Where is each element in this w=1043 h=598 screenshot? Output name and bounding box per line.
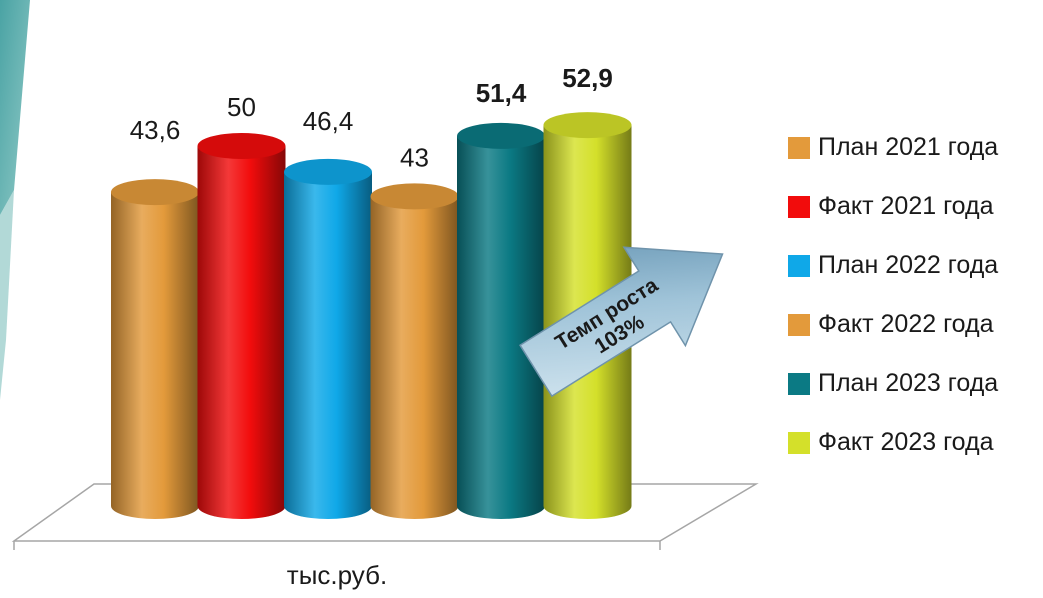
legend-swatch: [788, 431, 810, 454]
bar-3: [284, 158, 372, 520]
legend-swatch: [788, 313, 810, 336]
legend-item-6: Факт 2023 года: [788, 413, 998, 472]
legend-label: План 2021 года: [818, 133, 999, 161]
bar-top-6: [543, 112, 632, 139]
data-label-4: 43: [400, 142, 429, 172]
bar-4: [370, 183, 459, 519]
bar-top-5: [457, 122, 545, 149]
data-labels: 43,6 50 46,4 43 51,4 52,9: [130, 63, 613, 172]
bar-top-3: [284, 158, 372, 185]
legend-item-1: План 2021 года: [788, 118, 998, 177]
bar-body-1: [111, 192, 199, 519]
bars: [111, 112, 632, 520]
legend-swatch: [788, 254, 810, 277]
legend-label: План 2023 года: [818, 369, 999, 397]
legend-swatch: [788, 136, 810, 159]
data-label-6: 52,9: [562, 63, 613, 93]
legend-swatch: [788, 372, 810, 395]
bar-body-2: [197, 146, 286, 519]
data-label-2: 50: [227, 92, 256, 122]
x-axis-label: тыс.руб.: [287, 560, 387, 590]
bar-body-5: [457, 135, 545, 520]
bar-top-2: [197, 133, 286, 159]
slide-accent-2: [0, 190, 14, 400]
legend-item-5: План 2023 года: [788, 354, 998, 413]
slide-accent: [0, 0, 30, 215]
legend-item-4: Факт 2022 года: [788, 295, 998, 354]
legend-swatch: [788, 195, 810, 218]
bar-1: [111, 179, 199, 519]
data-label-5: 51,4: [476, 78, 527, 108]
legend-item-2: Факт 2021 года: [788, 177, 998, 236]
legend-label: Факт 2023 года: [818, 428, 994, 456]
data-label-1: 43,6: [130, 115, 181, 145]
legend-label: Факт 2022 года: [818, 310, 994, 338]
bar-body-4: [370, 196, 459, 519]
bar-body-3: [284, 171, 372, 520]
bar-5: [457, 122, 545, 520]
data-label-3: 46,4: [303, 106, 354, 136]
bar-top-4: [370, 183, 459, 210]
bar-2: [197, 133, 286, 519]
legend: План 2021 года Факт 2021 года План 2022 го…: [788, 118, 998, 472]
legend-label: План 2022 года: [818, 251, 999, 279]
legend-label: Факт 2021 года: [818, 192, 994, 220]
bar-top-1: [111, 179, 199, 206]
legend-item-3: План 2022 года: [788, 236, 998, 295]
